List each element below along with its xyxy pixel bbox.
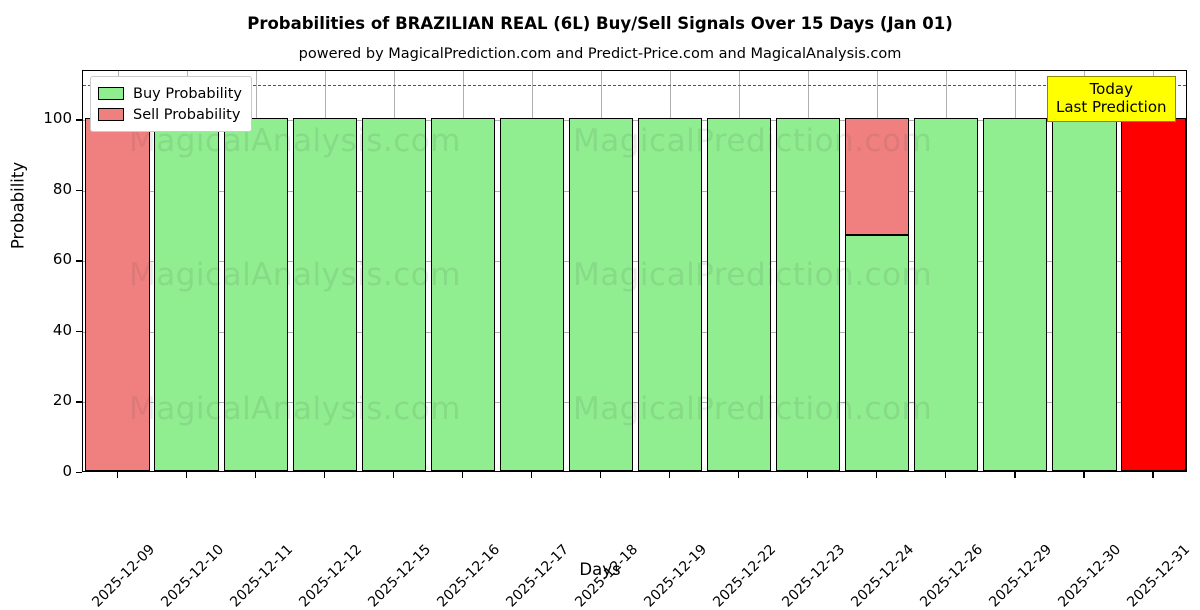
legend-item-buy[interactable]: Buy Probability — [98, 83, 242, 104]
y-axis-tick-mark — [76, 472, 82, 474]
x-axis-tick-mark — [392, 472, 394, 478]
bar-segment-buy — [292, 118, 357, 471]
reference-line — [83, 85, 1186, 87]
y-axis-tick-label: 80 — [52, 179, 72, 198]
bar-2025-12-09[interactable] — [85, 71, 150, 471]
bar-2025-12-10[interactable] — [154, 71, 219, 471]
bar-2025-12-11[interactable] — [223, 71, 288, 471]
gridline-horizontal — [83, 331, 1186, 333]
y-axis-tick-mark — [76, 330, 82, 333]
bar-segment-buy — [983, 118, 1048, 471]
y-axis-tick-label: 20 — [52, 391, 72, 410]
y-axis-tick-mark — [76, 119, 82, 121]
legend-item-sell[interactable]: Sell Probability — [98, 104, 242, 125]
y-axis-tick-label: 40 — [52, 320, 72, 339]
bar-segment-buy — [568, 118, 634, 471]
x-axis-tick-mark — [738, 472, 740, 478]
bar-segment-buy — [845, 234, 910, 471]
x-axis-label: Days — [579, 560, 621, 579]
x-axis-tick-mark — [323, 472, 325, 478]
today-annotation-line2: Last Prediction — [1056, 98, 1167, 116]
bar-2025-12-15[interactable] — [361, 71, 426, 471]
bar-segment-buy — [430, 118, 495, 471]
bar-2025-12-18[interactable] — [568, 71, 634, 471]
legend-label-buy: Buy Probability — [133, 85, 242, 102]
x-axis-tick-mark — [1014, 472, 1016, 478]
y-axis-tick-mark — [76, 260, 82, 262]
y-axis-tick-mark — [76, 189, 82, 192]
bar-segment-buy — [914, 118, 979, 471]
today-annotation-line1: Today — [1089, 80, 1133, 98]
bar-2025-12-30[interactable] — [1052, 71, 1117, 471]
gridline-horizontal — [83, 120, 1186, 122]
page-title: Probabilities of BRAZILIAN REAL (6L) Buy… — [247, 14, 953, 33]
bar-2025-12-22[interactable] — [706, 71, 772, 471]
x-axis-tick-mark — [945, 472, 947, 478]
bar-segment-buy — [223, 118, 288, 471]
plot-area: MagicalAnalysis.comMagicalPrediction.com… — [82, 70, 1187, 472]
x-axis-tick-mark — [1152, 472, 1154, 478]
x-axis-tick-mark — [461, 472, 464, 478]
legend-label-sell: Sell Probability — [133, 106, 241, 123]
today-annotation: Today Last Prediction — [1047, 76, 1176, 122]
bar-2025-12-31[interactable] — [1121, 71, 1186, 471]
bar-2025-12-24[interactable] — [845, 71, 910, 471]
x-axis-tick-mark — [185, 472, 187, 478]
x-axis-tick-mark — [254, 472, 256, 478]
bar-2025-12-16[interactable] — [430, 71, 495, 471]
x-axis-tick-mark — [599, 472, 602, 478]
gridline-horizontal — [83, 190, 1186, 192]
x-axis-tick-mark — [807, 472, 809, 478]
legend-swatch-sell — [98, 108, 124, 121]
bar-segment-buy — [1052, 118, 1117, 471]
bars-layer — [83, 71, 1186, 471]
gridline-horizontal — [83, 402, 1186, 404]
x-axis-tick-mark — [669, 472, 671, 478]
bar-segment-buy — [361, 118, 426, 471]
bar-segment-buy — [499, 118, 564, 471]
bar-segment-today — [1121, 118, 1186, 471]
bar-2025-12-23[interactable] — [776, 71, 841, 471]
y-axis-tick-label: 100 — [43, 109, 72, 128]
y-axis-tick-label: 60 — [52, 250, 72, 269]
x-axis-tick-mark — [1083, 472, 1085, 478]
bar-segment-sell — [845, 118, 910, 235]
chart-legend: Buy Probability Sell Probability — [90, 76, 252, 132]
bar-segment-buy — [637, 118, 703, 471]
y-axis-label: Probability — [8, 161, 28, 250]
bar-segment-buy — [154, 118, 219, 471]
gridline-horizontal — [83, 261, 1186, 263]
bar-2025-12-29[interactable] — [983, 71, 1048, 471]
bar-segment-buy — [776, 118, 841, 471]
bar-2025-12-26[interactable] — [914, 71, 979, 471]
y-axis-tick-mark — [76, 401, 82, 403]
chart-subtitle: powered by MagicalPrediction.com and Pre… — [298, 46, 902, 62]
y-axis-tick-label: 0 — [62, 462, 72, 480]
legend-swatch-buy — [98, 87, 124, 100]
bar-2025-12-12[interactable] — [292, 71, 357, 471]
x-axis-tick-mark — [876, 472, 878, 478]
bar-2025-12-17[interactable] — [499, 71, 564, 471]
bar-segment-buy — [706, 118, 772, 471]
bar-segment-sell — [85, 118, 150, 471]
x-axis-tick-mark — [116, 472, 118, 478]
bar-2025-12-19[interactable] — [637, 71, 703, 471]
x-axis-tick-mark — [530, 472, 533, 478]
